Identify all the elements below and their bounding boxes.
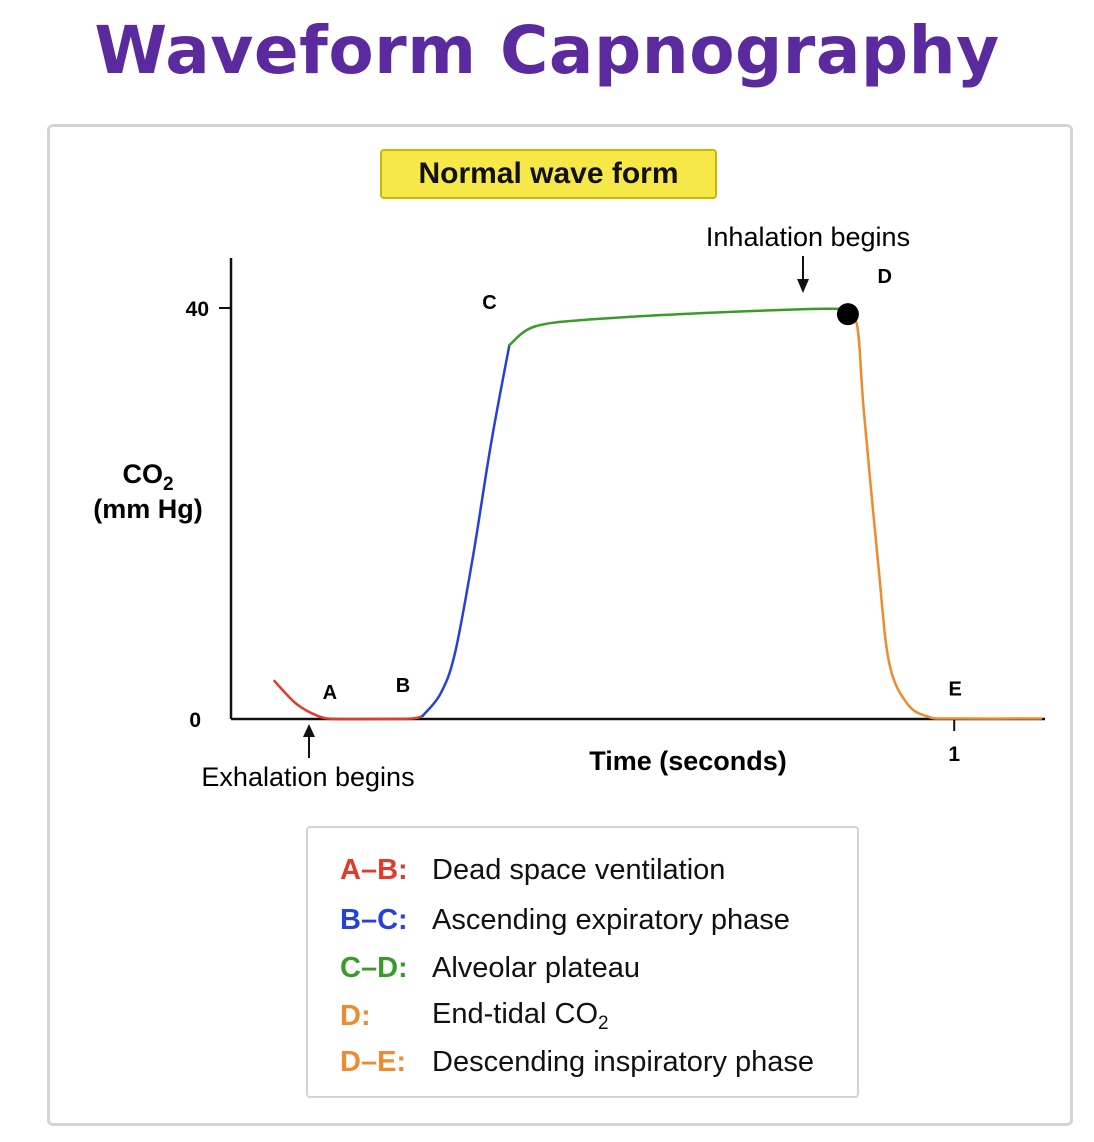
legend-box: A–B: Dead space ventilation B–C: Ascendi… [306, 826, 859, 1098]
legend-text: Dead space ventilation [432, 853, 726, 886]
legend-key: D–E: [340, 1045, 407, 1078]
diagram-panel [47, 124, 1073, 1126]
exhalation-arrowhead [303, 724, 315, 737]
point-label-d: D [878, 266, 892, 288]
legend-item: B–C: Ascending expiratory phase [340, 900, 790, 940]
y-tick-label-40: 40 [186, 298, 209, 321]
point-label-c: C [482, 292, 496, 314]
y-tick-label-0: 0 [189, 709, 201, 732]
x-tick-label-1: 1 [948, 743, 960, 766]
legend-item: A–B: Dead space ventilation [340, 850, 725, 890]
y-axis-label-units: (mm Hg) [93, 494, 203, 524]
legend-key: A–B: [340, 853, 408, 886]
page-title: Waveform Capnography [94, 12, 1000, 89]
y-axis-label: CO2 [122, 459, 173, 495]
point-labels: A B C D E [323, 266, 962, 704]
legend-item: C–D: Alveolar plateau [340, 948, 640, 988]
legend-key: C–D: [340, 951, 408, 984]
series-line-a-b [273, 679, 424, 721]
series-line-d-e [844, 307, 1043, 720]
inhalation-label: Inhalation begins [706, 222, 910, 252]
series-line-c-d [508, 307, 847, 347]
legend-item: D: End-tidal CO2 [340, 996, 609, 1036]
legend-text: Alveolar plateau [432, 951, 640, 984]
legend-text: Ascending expiratory phase [432, 903, 790, 936]
point-label-a: A [323, 682, 337, 704]
series-line-b-c [421, 343, 511, 718]
inhalation-arrowhead [797, 279, 809, 293]
exhalation-label: Exhalation begins [201, 762, 414, 792]
legend-text: End-tidal CO2 [432, 997, 609, 1034]
legend-key: D: [340, 999, 371, 1032]
legend-item: D–E: Descending inspiratory phase [340, 1042, 814, 1082]
end-tidal-marker [836, 303, 859, 326]
legend-key: B–C: [340, 903, 408, 936]
legend-text: Descending inspiratory phase [432, 1045, 815, 1078]
waveform-badge: Normal wave form [380, 149, 717, 199]
waveform-series [273, 307, 1043, 721]
point-label-e: E [949, 678, 962, 700]
point-label-b: B [396, 675, 410, 697]
x-axis-label: Time (seconds) [589, 746, 787, 776]
